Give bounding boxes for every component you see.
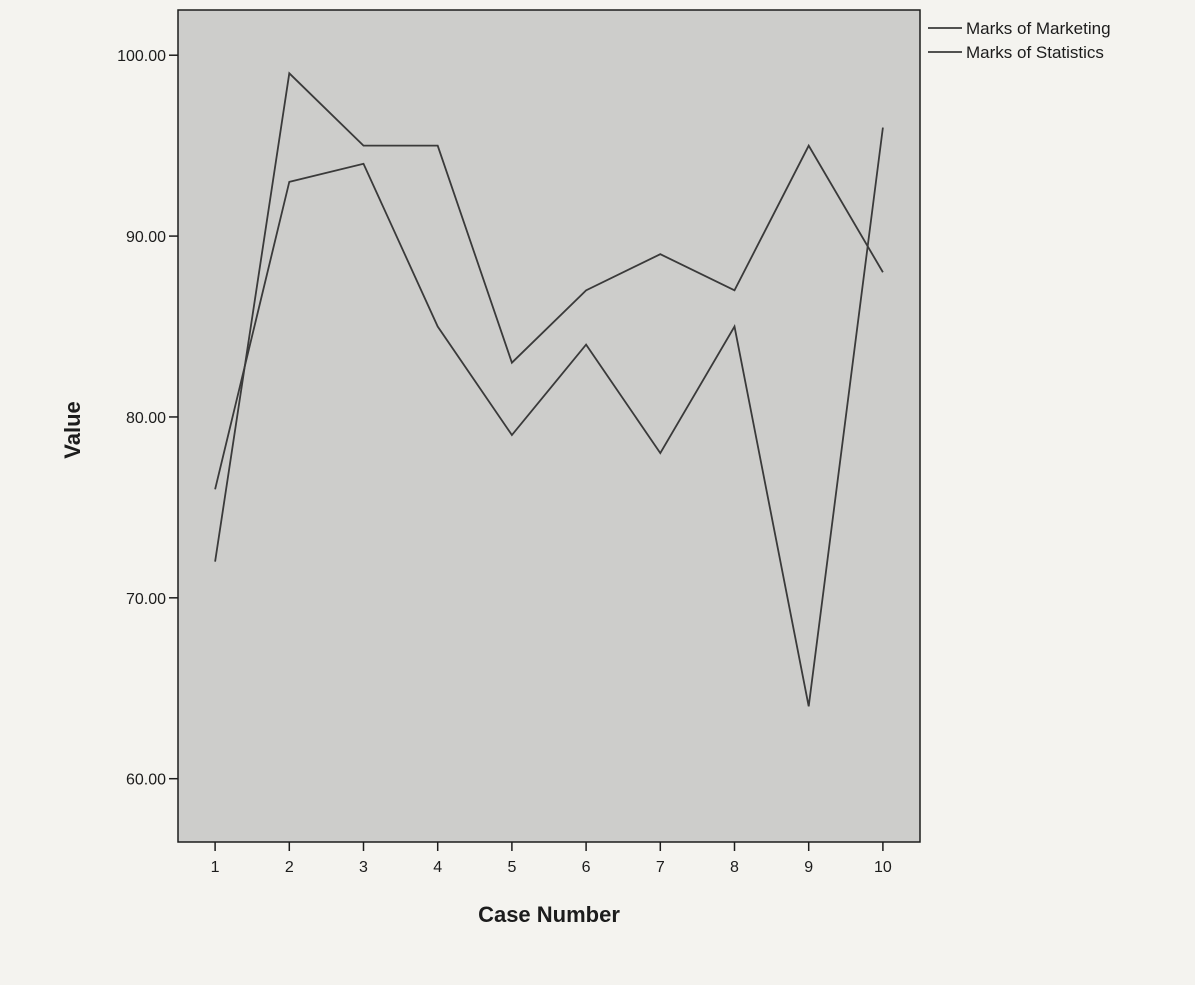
x-tick-label: 7 [656,859,665,876]
x-tick-label: 6 [582,859,591,876]
y-tick-label: 80.00 [126,410,166,427]
series-line-statistics [214,127,884,707]
x-tick-label: 9 [804,859,813,876]
x-tick-label: 5 [507,859,516,876]
y-axis: 60.00 70.00 80.00 90.00 100.00 [117,48,178,789]
x-axis: 1 2 3 4 5 6 7 8 9 10 [211,842,892,876]
x-tick-label: 8 [730,859,739,876]
legend-label-marketing: Marks of Marketing [966,19,1111,38]
legend-label-statistics: Marks of Statistics [966,43,1104,62]
y-tick-label: 70.00 [126,591,166,608]
y-tick-label: 60.00 [126,772,166,789]
y-tick-label: 100.00 [117,48,166,65]
x-tick-label: 2 [285,859,294,876]
y-tick-label: 90.00 [126,229,166,246]
series-line-marketing [214,71,884,562]
plot-area [177,9,921,843]
x-tick-label: 10 [874,859,892,876]
x-tick-label: 1 [211,859,220,876]
y-axis-title: Value [60,401,85,458]
x-axis-title: Case Number [478,902,620,927]
series-layer [214,71,884,707]
legend: Marks of Marketing Marks of Statistics [928,19,1111,62]
x-tick-label: 4 [433,859,442,876]
x-tick-label: 3 [359,859,368,876]
